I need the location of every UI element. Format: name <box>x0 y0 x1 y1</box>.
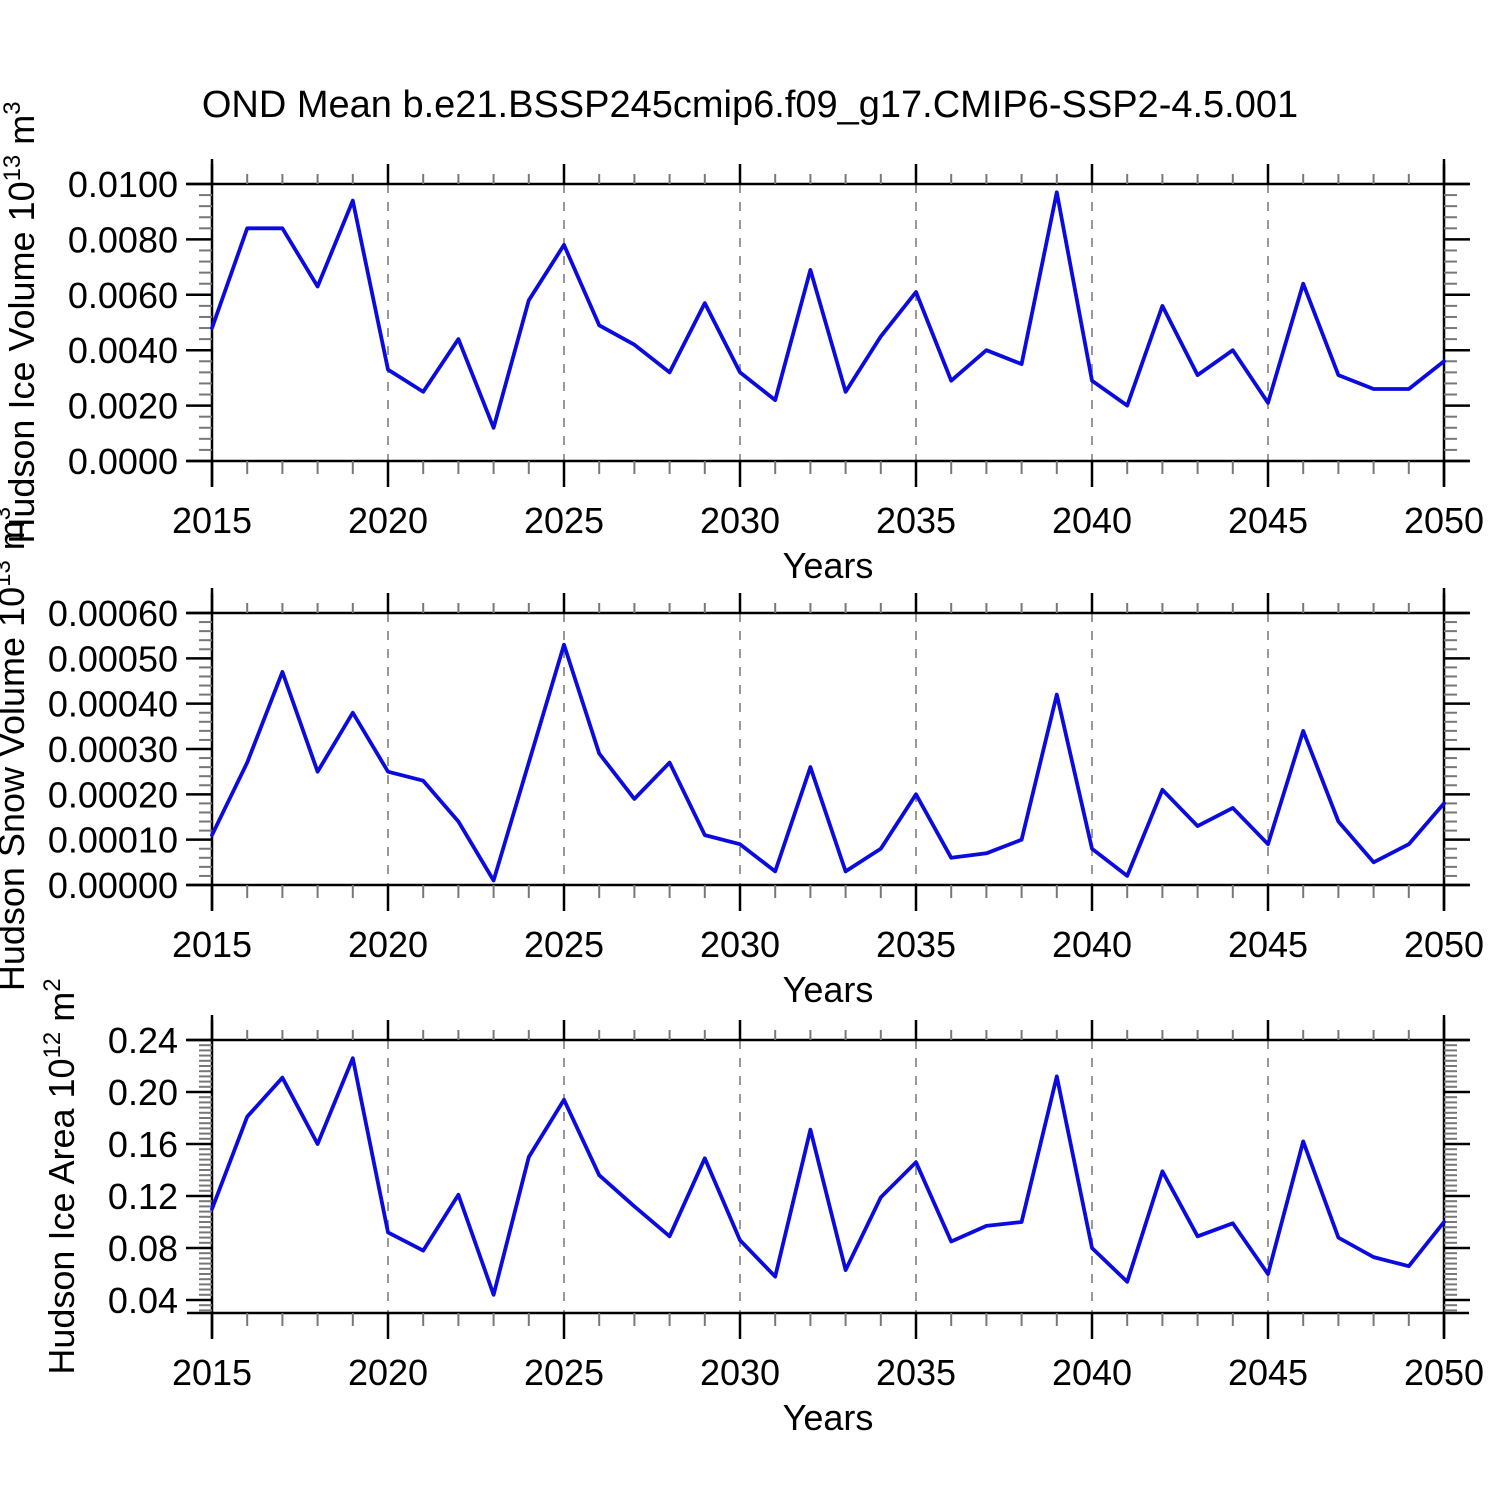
hudson-ice-volume-line <box>210 190 1446 430</box>
x-tick-label: 2035 <box>876 500 956 541</box>
x-tick-label: 2045 <box>1228 1352 1308 1393</box>
gridlines <box>387 613 1269 885</box>
y-tick-label: 0.0080 <box>68 219 178 260</box>
y-tick-label: 0.00060 <box>48 593 178 634</box>
x-tick-label: 2050 <box>1404 500 1484 541</box>
hudson-ice-area-line <box>210 1056 1446 1297</box>
x-tick-label: 2045 <box>1228 924 1308 965</box>
x-tick-label: 2025 <box>524 924 604 965</box>
plot-frame <box>187 159 1469 486</box>
y-tick-label: 0.0100 <box>68 164 178 205</box>
x-tick-label: 2040 <box>1052 924 1132 965</box>
x-axis-title: Years <box>783 969 874 1010</box>
x-tick-label: 2050 <box>1404 1352 1484 1393</box>
y-axis-title: Hudson Snow Volume 1013 m3 <box>0 507 32 991</box>
panel-hudson-ice-area: 2015 2020 2025 2030 2035 2040 2045 2050 0.04 0.08… <box>39 978 1484 1438</box>
x-axis-title: Years <box>783 545 874 586</box>
y-tick-label: 0.0000 <box>68 441 178 482</box>
y-tick-label: 0.00020 <box>48 774 178 815</box>
x-tick-label: 2015 <box>172 500 252 541</box>
x-tick-label: 2015 <box>172 924 252 965</box>
gridlines <box>387 184 1269 461</box>
y-tick-label: 0.00040 <box>48 684 178 725</box>
plot-frame <box>187 588 1469 910</box>
y-tick-label: 0.00010 <box>48 820 178 861</box>
x-tick-label: 2025 <box>524 500 604 541</box>
x-tick-label: 2035 <box>876 924 956 965</box>
x-tick-label: 2030 <box>700 500 780 541</box>
x-ticks <box>210 1020 1446 1339</box>
x-tick-label: 2020 <box>348 500 428 541</box>
x-tick-label: 2015 <box>172 1352 252 1393</box>
x-ticks <box>210 593 1446 911</box>
y-tick-label: 0.00030 <box>48 729 178 770</box>
x-tick-label: 2050 <box>1404 924 1484 965</box>
gridlines <box>387 1040 1269 1313</box>
y-tick-label: 0.08 <box>108 1228 178 1269</box>
y-tick-label: 0.00050 <box>48 638 178 679</box>
y-tick-label: 0.00000 <box>48 865 178 906</box>
y-tick-label: 0.16 <box>108 1124 178 1165</box>
x-tick-label: 2035 <box>876 1352 956 1393</box>
y-axis-title: Hudson Ice Volume 1013 m3 <box>0 101 42 543</box>
figure-title: OND Mean b.e21.BSSP245cmip6.f09_g17.CMIP… <box>201 84 1299 126</box>
y-ticks <box>186 611 1470 887</box>
plot-frame <box>187 1015 1469 1338</box>
y-ticks <box>186 182 1470 463</box>
x-ticks <box>210 164 1446 487</box>
y-tick-label: 0.0060 <box>68 275 178 316</box>
y-tick-label: 0.0020 <box>68 386 178 427</box>
x-tick-label: 2020 <box>348 924 428 965</box>
x-tick-label: 2030 <box>700 1352 780 1393</box>
hudson-snow-volume-line <box>210 642 1446 883</box>
x-axis-title: Years <box>783 1397 874 1438</box>
y-ticks <box>186 1038 1470 1312</box>
x-tick-label: 2045 <box>1228 500 1308 541</box>
y-tick-label: 0.20 <box>108 1072 178 1113</box>
x-tick-label: 2030 <box>700 924 780 965</box>
panel-hudson-snow-volume: 2015 2020 2025 2030 2035 2040 2045 20500.000000… <box>0 507 1484 1010</box>
y-tick-label: 0.04 <box>108 1280 178 1321</box>
y-tick-label: 0.24 <box>108 1020 178 1061</box>
panel-hudson-ice-volume: 2015 2020 2025 2030 2035 2040 2045 2050 0.0000 0.… <box>0 101 1484 586</box>
x-tick-label: 2040 <box>1052 1352 1132 1393</box>
y-axis-title: Hudson Ice Area 1012 m2 <box>39 978 82 1374</box>
y-tick-label: 0.12 <box>108 1176 178 1217</box>
x-tick-label: 2025 <box>524 1352 604 1393</box>
y-tick-label: 0.0040 <box>68 330 178 371</box>
x-tick-label: 2040 <box>1052 500 1132 541</box>
x-tick-label: 2020 <box>348 1352 428 1393</box>
